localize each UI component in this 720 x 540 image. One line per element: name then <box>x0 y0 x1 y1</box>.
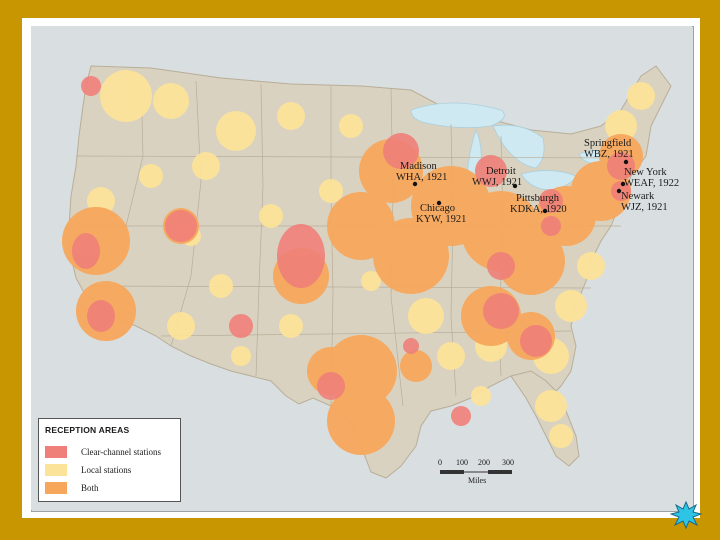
legend-swatch <box>45 446 67 458</box>
label-pittsburgh: Pittsburgh KDKA, 1920 <box>510 193 567 215</box>
label-newark: Newark WJZ, 1921 <box>621 191 668 213</box>
local-station-areas <box>87 70 655 448</box>
legend-item-local: Local stations <box>45 463 131 477</box>
label-madison: Madison WHA, 1921 <box>396 161 447 183</box>
legend-swatch <box>45 482 67 494</box>
legend-title: RECEPTION AREAS <box>45 425 130 435</box>
city-name: Detroit <box>486 166 516 177</box>
city-name: New York <box>624 167 667 178</box>
scale-unit: Miles <box>468 476 487 485</box>
station-name: KYW, 1921 <box>416 214 467 225</box>
clear-channel-areas <box>72 76 635 426</box>
city-name: Springfield <box>584 138 632 149</box>
legend-swatch <box>45 464 67 476</box>
scale-tick: 100 <box>456 458 468 467</box>
station-name: WHA, 1921 <box>396 172 448 183</box>
scale-tick: 300 <box>502 458 514 467</box>
scale-tick: 0 <box>438 458 442 467</box>
label-springfield: Springfield WBZ, 1921 <box>584 138 634 160</box>
city-name: Newark <box>621 191 655 202</box>
label-detroit: Detroit WWJ, 1921 <box>472 166 522 188</box>
madison-marker <box>412 181 418 187</box>
city-markers <box>412 159 629 214</box>
map-legend: RECEPTION AREAS Clear-channel stations L… <box>38 418 181 502</box>
legend-item-clear-channel: Clear-channel stations <box>45 445 161 459</box>
us-reception-map <box>31 26 692 510</box>
station-name: WEAF, 1922 <box>624 178 680 189</box>
legend-label: Both <box>81 483 99 493</box>
station-name: WWJ, 1921 <box>472 177 523 188</box>
scale-ruler <box>440 470 512 474</box>
springfield-marker <box>623 159 629 165</box>
chicago-marker <box>436 200 442 206</box>
label-newyork: New York WEAF, 1922 <box>624 167 679 189</box>
starburst-next-icon[interactable] <box>670 500 702 530</box>
station-name: WJZ, 1921 <box>621 202 668 213</box>
scale-bar: 0 100 200 300 Miles <box>434 458 518 488</box>
detroit-marker <box>512 183 518 189</box>
label-chicago: Chicago KYW, 1921 <box>416 203 466 225</box>
station-name: WBZ, 1921 <box>584 149 634 160</box>
city-name: Chicago <box>420 203 455 214</box>
newyork-marker <box>620 181 626 187</box>
city-name: Pittsburgh <box>516 193 559 204</box>
legend-label: Local stations <box>81 465 132 475</box>
city-name: Madison <box>400 161 437 172</box>
newark-marker <box>616 188 622 194</box>
legend-label: Clear-channel stations <box>81 447 162 457</box>
pittsburgh-marker <box>542 208 548 214</box>
legend-item-both: Both <box>45 481 99 495</box>
station-name: KDKA, 1920 <box>510 204 567 215</box>
scale-tick: 200 <box>478 458 490 467</box>
